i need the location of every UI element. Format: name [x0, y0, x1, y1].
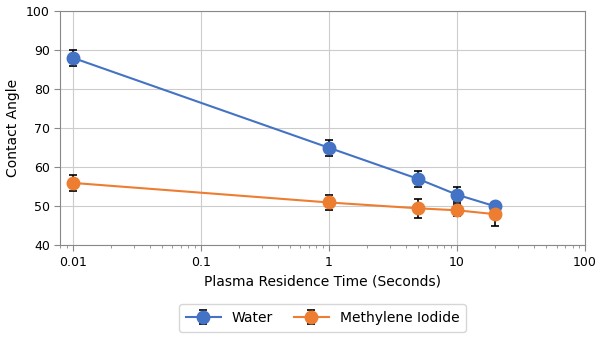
X-axis label: Plasma Residence Time (Seconds): Plasma Residence Time (Seconds) — [204, 274, 441, 288]
Legend: Water, Methylene Iodide: Water, Methylene Iodide — [179, 304, 466, 332]
Y-axis label: Contact Angle: Contact Angle — [7, 79, 21, 177]
